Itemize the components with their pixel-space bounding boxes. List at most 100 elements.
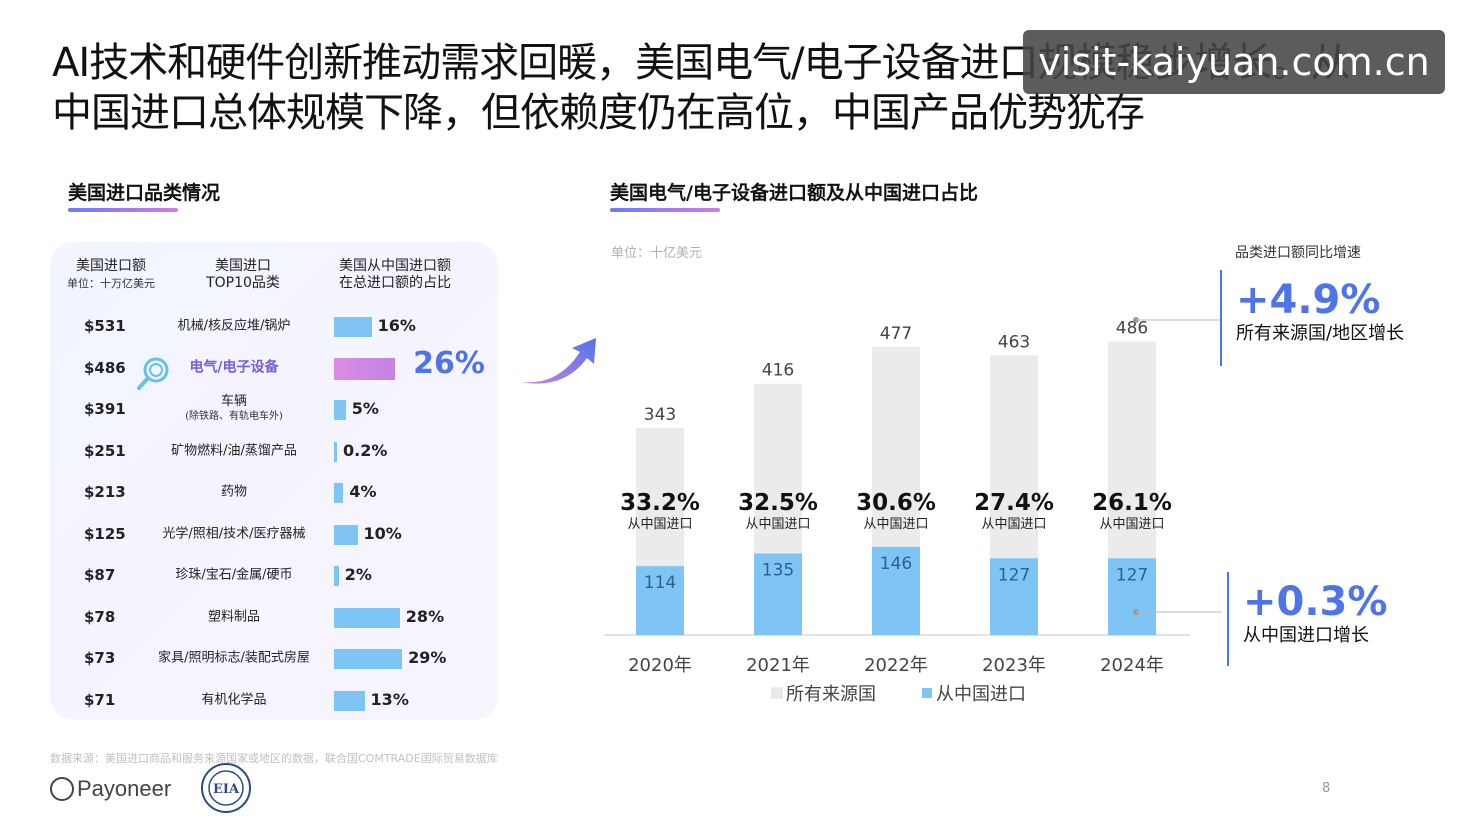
share-annotation: 30.6% <box>856 490 936 516</box>
category-row: $213 药物 4% <box>50 472 498 512</box>
row-category-note: (除铁路、有轨电车外) <box>185 411 283 422</box>
growth-all-value: +4.9% <box>1236 277 1381 323</box>
share-annotation-label: 从中国进口 <box>981 517 1046 532</box>
row-share-bar <box>334 441 337 462</box>
x-tick-label: 2024年 <box>1100 655 1164 676</box>
row-share-label: 10% <box>363 523 402 543</box>
row-share-label: 28% <box>405 606 445 626</box>
bar-china <box>990 558 1038 635</box>
growth-all-callout: +4.9% 所有来源国/地区增长 <box>1236 278 1404 346</box>
row-share-bar <box>334 690 365 711</box>
row-share-bar <box>334 649 403 669</box>
row-category: 车辆 (除铁路、有轨电车外) <box>154 394 314 424</box>
row-share-label: 29% <box>408 648 447 667</box>
row-share-bar <box>334 607 400 628</box>
data-source: 数据来源：美国进口商品和服务来源国家或地区的数据，联合国COMTRADE国际贸易… <box>50 752 498 765</box>
row-category: 家具/照明标志/装配式房屋 <box>154 651 314 666</box>
row-import-value: $213 <box>84 483 126 501</box>
category-row: $71 有机化学品 13% <box>50 680 498 720</box>
row-import-value: $87 <box>84 566 116 584</box>
left-section-title: 美国进口品类情况 <box>68 182 221 204</box>
row-share-bar <box>334 483 344 503</box>
row-share-bar <box>334 566 339 586</box>
header-top10-line1: 美国进口 <box>215 258 271 274</box>
share-annotation-label: 从中国进口 <box>627 517 692 532</box>
x-tick-label: 2020年 <box>628 655 692 676</box>
import-bar-chart: 34311433.2%从中国进口2020年41613532.5%从中国进口202… <box>604 318 1190 705</box>
row-category: 塑料制品 <box>154 609 314 624</box>
bar-china-label: 135 <box>762 560 794 580</box>
bar-china <box>754 553 802 635</box>
title-line-2: 中国进口总体规模下降，但依赖度仍在高位，中国产品优势犹存 <box>52 90 1145 136</box>
category-row: $78 塑料制品 28% <box>50 597 498 637</box>
callout-connectors <box>1133 317 1222 615</box>
growth-all-label: 所有来源国/地区增长 <box>1236 323 1405 344</box>
row-import-value: $531 <box>84 317 126 335</box>
x-tick-label: 2022年 <box>864 655 928 676</box>
header-china-share-line2: 在总进口额的占比 <box>339 275 451 291</box>
category-row: $391 车辆 (除铁路、有轨电车外) 5% <box>50 389 498 429</box>
chart-unit: 单位：十亿美元 <box>611 246 703 261</box>
bar-china-label: 127 <box>1116 565 1148 585</box>
row-category: 电气/电子设备 <box>154 360 314 375</box>
category-row: $125 光学/照相/技术/医疗器械 10% <box>50 514 498 554</box>
trend-arrow-icon <box>520 338 596 384</box>
category-panel: 美国进口额 单位：十万亿美元 美国进口 TOP10品类 美国从中国进口额 在总进… <box>50 242 498 720</box>
watermark: visit-kaiyuan.com.cn <box>1023 30 1445 94</box>
row-import-value: $486 <box>84 358 126 377</box>
bar-total-label: 463 <box>998 332 1030 352</box>
row-import-value: $251 <box>84 441 126 460</box>
share-annotation: 27.4% <box>974 490 1054 516</box>
left-section-underline <box>68 208 178 212</box>
bar-total-label: 343 <box>644 405 676 425</box>
growth-china-label: 从中国进口增长 <box>1243 625 1369 646</box>
bar-china <box>872 546 920 635</box>
bar-china-label: 127 <box>998 565 1030 585</box>
row-category-label: 车辆 <box>220 394 247 409</box>
row-share-bar <box>334 524 358 545</box>
page-number: 8 <box>1322 781 1331 796</box>
row-import-value: $71 <box>84 690 116 709</box>
row-category: 有机化学品 <box>154 692 314 707</box>
share-annotation-label: 从中国进口 <box>1099 517 1164 532</box>
share-annotation-label: 从中国进口 <box>745 517 810 532</box>
bar-total-label: 486 <box>1116 318 1148 338</box>
row-category: 药物 <box>154 485 314 500</box>
right-section-title: 美国电气/电子设备进口额及从中国进口占比 <box>610 182 978 204</box>
row-share-label: 2% <box>344 565 372 584</box>
x-tick-label: 2021年 <box>746 655 810 676</box>
header-top10-line2: TOP10品类 <box>206 275 280 291</box>
row-category-label: 矿物燃料/油/蒸馏产品 <box>171 443 297 458</box>
row-category-label: 电气/电子设备 <box>189 359 279 375</box>
magnifier-icon <box>137 357 169 390</box>
category-row: $87 珍珠/宝石/金属/硬币 2% <box>50 555 498 595</box>
payoneer-ring-icon <box>50 777 74 801</box>
legend-swatch-total <box>771 687 783 699</box>
growth-all-divider <box>1220 270 1222 366</box>
bar-china-label: 146 <box>880 554 912 574</box>
category-row: $73 家具/照明标志/装配式房屋 29% <box>50 638 498 678</box>
yoy-title: 品类进口额同比增速 <box>1235 245 1361 261</box>
row-category-label: 塑料制品 <box>207 609 260 624</box>
row-category-label: 珍珠/宝石/金属/硬币 <box>175 567 293 583</box>
row-category-label: 药物 <box>220 484 247 500</box>
share-annotation: 33.2% <box>620 490 700 516</box>
row-import-value: $391 <box>84 400 126 418</box>
row-share-label: 5% <box>351 399 379 418</box>
growth-china-divider <box>1227 572 1229 666</box>
share-annotation-label: 从中国进口 <box>863 517 928 532</box>
header-china-share-line1: 美国从中国进口额 <box>339 258 451 274</box>
row-share-label: 13% <box>370 689 409 709</box>
growth-china-callout: +0.3% 从中国进口增长 <box>1243 580 1387 648</box>
row-category-label: 机械/核反应堆/锅炉 <box>177 318 291 334</box>
bar-total-label: 477 <box>880 324 912 344</box>
legend-label-total: 所有来源国 <box>786 684 876 705</box>
row-category: 机械/核反应堆/锅炉 <box>154 319 314 334</box>
payoneer-logo-text: Payoneer <box>77 776 172 801</box>
right-section-underline <box>610 208 720 212</box>
row-category-label: 光学/照相/技术/医疗器械 <box>162 526 306 541</box>
row-category: 光学/照相/技术/医疗器械 <box>154 526 314 541</box>
header-china-share: 美国从中国进口额 在总进口额的占比 <box>328 258 462 292</box>
row-share-label: 4% <box>349 482 377 501</box>
header-top10: 美国进口 TOP10品类 <box>188 258 298 292</box>
